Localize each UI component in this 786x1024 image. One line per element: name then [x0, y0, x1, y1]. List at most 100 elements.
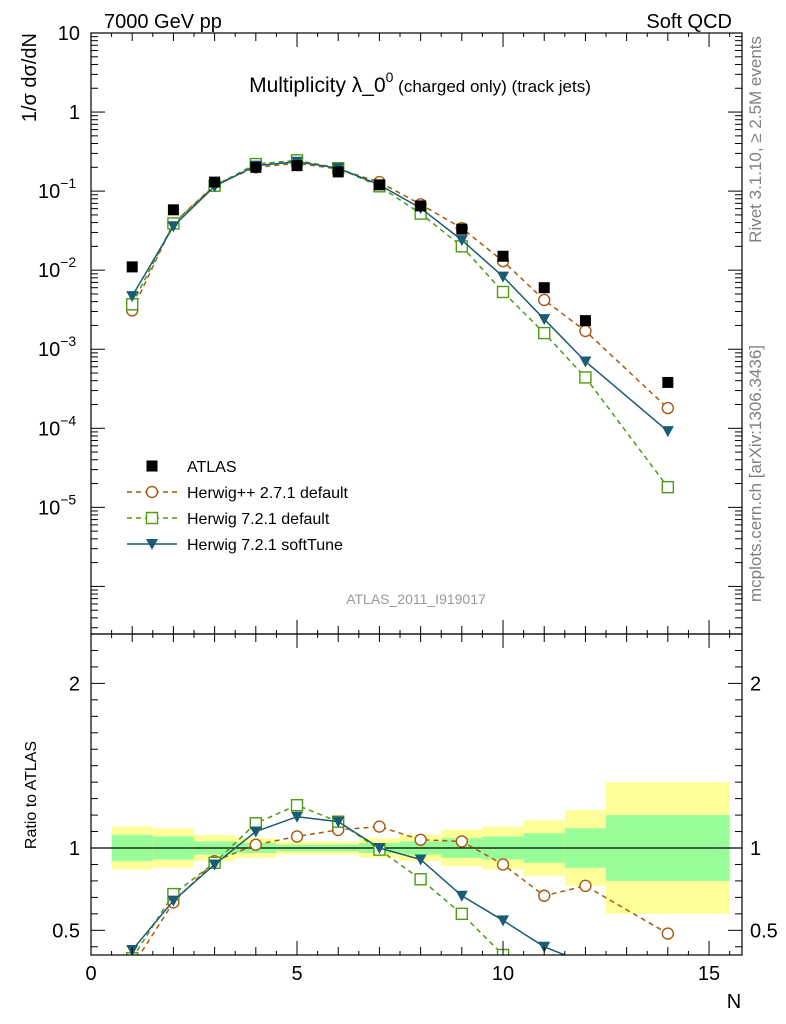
- ratio-point: [373, 843, 386, 854]
- ratio-panel-frame: [90, 633, 743, 956]
- y-tick-label: 10−4: [38, 412, 76, 440]
- header-right: Soft QCD: [646, 11, 732, 33]
- ratio-point: [332, 816, 345, 828]
- ratio-point: [539, 963, 550, 974]
- ratio-uncertainty-bands: [91, 782, 742, 914]
- y-tick-label: 10−3: [38, 333, 76, 361]
- ratio-point: [208, 859, 221, 871]
- y-tick-exponent: −1: [60, 175, 76, 191]
- ratio-point: [414, 873, 427, 886]
- x-axis-label: N: [727, 991, 741, 1013]
- ratio-tick-label-left: 0.5: [52, 920, 80, 942]
- data-point: [662, 376, 674, 388]
- ratio-point: [662, 999, 673, 1010]
- data-point: [291, 160, 303, 172]
- ratio-point: [290, 830, 304, 843]
- data-point: [250, 161, 262, 173]
- y-tick-label: 1: [69, 102, 80, 124]
- x-tick-label: 0: [85, 963, 96, 985]
- ratio-panel-series: [126, 799, 675, 1010]
- ratio-point: [127, 961, 138, 972]
- ratio-point: [290, 799, 304, 812]
- data-point: [579, 356, 592, 368]
- legend-label: Herwig 7.2.1 default: [187, 511, 330, 528]
- ratio-tick-label-right: 1: [750, 838, 761, 860]
- legend-marker: [146, 460, 158, 472]
- data-point: [455, 235, 468, 247]
- y-tick-exponent: −3: [60, 333, 76, 349]
- ratio-point: [167, 895, 180, 907]
- ratio-tick-label-left: 1: [69, 838, 80, 860]
- data-point: [373, 179, 385, 191]
- data-point: [538, 282, 550, 294]
- header-left: 7000 GeV pp: [104, 11, 222, 33]
- y-tick-exponent: −4: [60, 412, 76, 428]
- data-point: [579, 324, 592, 338]
- legend-marker: [145, 485, 159, 499]
- y-axis-label: 1/σ dσ/dN: [19, 33, 41, 122]
- data-point: [579, 371, 592, 384]
- mcplots-label: mcplots.cern.ch [arXiv:1306.3436]: [746, 345, 765, 602]
- legend-label: ATLAS: [187, 459, 237, 476]
- data-point: [167, 204, 179, 216]
- ratio-point: [414, 854, 427, 866]
- x-tick-label: 10: [492, 963, 514, 985]
- ratio-point: [497, 915, 510, 927]
- data-point: [126, 261, 138, 273]
- ratio-point: [291, 811, 304, 823]
- ratio-point: [455, 907, 469, 921]
- ratio-point: [414, 833, 427, 846]
- data-point: [167, 221, 180, 233]
- ratio-point: [249, 826, 262, 838]
- ratio-point: [496, 858, 510, 871]
- ratio-point: [373, 820, 386, 833]
- y-tick-base: 10: [38, 418, 60, 440]
- chart-title: Multiplicity λ_00 (charged only) (track …: [249, 69, 591, 97]
- y-tick-label: 10: [58, 23, 80, 45]
- data-point: [497, 250, 509, 262]
- y-tick-base: 10: [38, 497, 60, 519]
- y-tick-label: 10−1: [38, 175, 76, 203]
- ratio-tick-label-left: 2: [69, 673, 80, 695]
- data-point: [497, 271, 510, 283]
- data-point: [661, 426, 674, 438]
- data-point: [661, 480, 675, 494]
- y-tick-exponent: −5: [60, 491, 76, 507]
- chart-title-main: Multiplicity λ_0: [249, 74, 386, 97]
- legend-label: Herwig++ 2.7.1 default: [187, 485, 349, 502]
- data-point: [538, 293, 551, 307]
- ratio-point: [580, 976, 591, 987]
- analysis-watermark: ATLAS_2011_I919017: [346, 591, 486, 607]
- data-point: [126, 291, 139, 303]
- ratio-tick-label-right: 2: [750, 673, 761, 695]
- y-tick-base: 10: [38, 181, 60, 203]
- legend-label: Herwig 7.2.1 softTune: [187, 537, 343, 554]
- y-tick-exponent: −2: [60, 254, 76, 270]
- data-point: [209, 176, 221, 188]
- ratio-point: [538, 889, 551, 902]
- main-panel-series: [126, 154, 675, 494]
- data-point: [332, 166, 344, 178]
- y-tick-label: 10−5: [38, 491, 76, 519]
- data-point: [579, 315, 591, 327]
- ratio-y-axis-label: Ratio to ATLAS: [23, 741, 40, 849]
- chart-title-suffix: (charged only) (track jets): [393, 77, 590, 96]
- ratio-point: [455, 835, 469, 848]
- y-tick-base: 10: [58, 23, 80, 45]
- x-tick-label: 15: [698, 963, 720, 985]
- ratio-point: [455, 890, 468, 902]
- legend: ATLAS Herwig++ 2.7.1 default Herwig 7.2.1 …: [127, 459, 349, 554]
- legend-marker: [146, 539, 158, 550]
- y-tick-base: 10: [38, 339, 60, 361]
- y-tick-base: 1: [69, 102, 80, 124]
- ratio-point: [249, 838, 263, 851]
- ratio-point: [661, 927, 675, 940]
- data-point: [661, 401, 675, 415]
- series-line-3: [131, 161, 669, 432]
- x-tick-label: 5: [291, 963, 302, 985]
- y-tick-label: 10−2: [38, 254, 76, 282]
- data-point: [538, 326, 551, 340]
- ratio-point: [579, 879, 592, 893]
- ratio-point: [579, 958, 591, 969]
